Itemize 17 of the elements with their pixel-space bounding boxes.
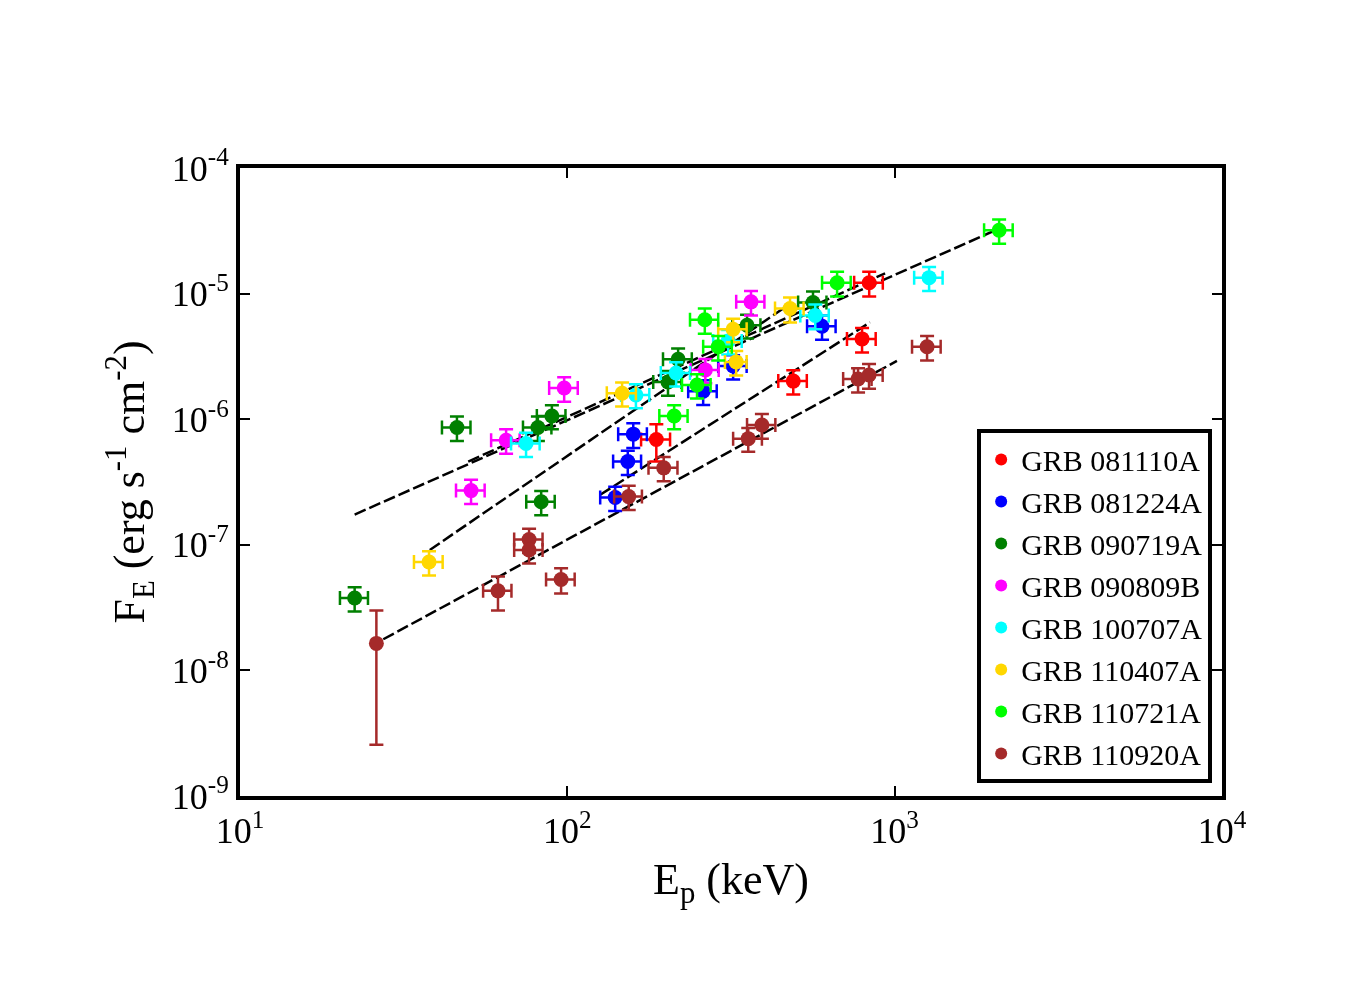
- legend-label: GRB 090809B: [1021, 570, 1201, 604]
- legend-label: GRB 081110A: [1021, 444, 1201, 478]
- legend-label: GRB 110920A: [1021, 738, 1202, 772]
- legend-label: GRB 081224A: [1021, 486, 1203, 520]
- x-tick-label: 10$^{4}$: [1197, 806, 1247, 852]
- x-tick-label: 10$^{2}$: [543, 806, 592, 852]
- legend-label: GRB 110407A: [1021, 654, 1202, 688]
- y-tick-label: 10$^{-4}$: [171, 143, 230, 189]
- y-tick-label: 10$^{-8}$: [171, 645, 229, 691]
- y-tick-label: 10$^{-6}$: [171, 394, 229, 440]
- y-tick-label: 10$^{-5}$: [171, 269, 229, 315]
- legend-label: GRB 100707A: [1021, 612, 1203, 646]
- y-tick-label: 10$^{-7}$: [171, 520, 229, 566]
- legend-label: GRB 110721A: [1021, 696, 1202, 730]
- x-tick-label: 10$^{3}$: [870, 806, 919, 852]
- legend-label: GRB 090719A: [1021, 528, 1203, 562]
- x-axis-title: E$_{p}$ (keV): [653, 855, 809, 911]
